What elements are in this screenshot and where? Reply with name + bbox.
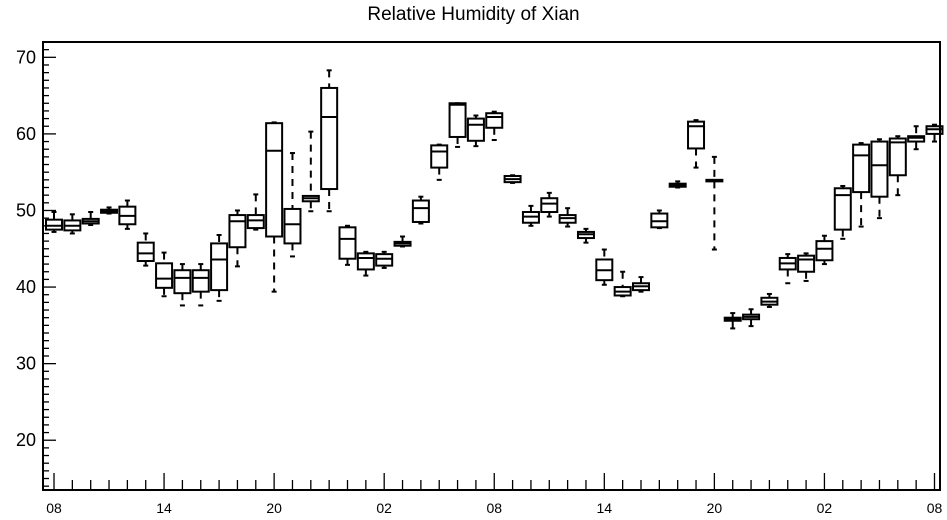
box-iqr: [375, 253, 394, 267]
box-hour-12: [265, 121, 284, 293]
box-hour-34: [668, 180, 687, 189]
plot-frame: [42, 41, 941, 491]
box-hour-46: [888, 135, 907, 197]
box-iqr: [411, 199, 430, 223]
x-tick-label: 08: [46, 500, 62, 516]
box-hour-19: [393, 235, 412, 248]
box-iqr: [45, 218, 64, 231]
box-iqr: [320, 86, 339, 191]
box-hour-41: [797, 252, 816, 282]
box-hour-23: [466, 114, 485, 148]
box-hour-3: [100, 206, 119, 215]
box-hour-40: [778, 253, 797, 285]
box-iqr: [870, 140, 889, 198]
box-hour-8: [191, 263, 210, 307]
box-iqr: [797, 254, 816, 273]
box-iqr: [191, 269, 210, 293]
box-iqr: [265, 122, 284, 238]
y-tick-label: 60: [16, 124, 36, 144]
box-hour-0: [45, 211, 64, 233]
box-hour-30: [595, 248, 614, 286]
box-iqr: [356, 252, 375, 271]
x-tick-label: 02: [817, 500, 833, 516]
box-iqr: [430, 144, 449, 169]
box-hour-20: [411, 195, 430, 225]
box-hour-18: [375, 250, 394, 269]
box-hour-35: [687, 119, 706, 169]
x-tick-label: 20: [266, 500, 282, 516]
y-tick-label: 20: [16, 430, 36, 450]
box-hour-36: [705, 155, 724, 251]
box-hour-16: [338, 224, 357, 266]
box-iqr: [907, 135, 926, 143]
box-hour-13: [283, 152, 302, 258]
box-hour-24: [485, 110, 504, 142]
y-tick-label: 40: [16, 277, 36, 297]
box-hour-31: [613, 270, 632, 298]
box-hour-11: [246, 193, 265, 231]
y-tick-label: 30: [16, 354, 36, 374]
box-hour-15: [320, 69, 339, 213]
box-hour-2: [81, 211, 100, 227]
box-iqr: [210, 242, 229, 292]
box-hour-25: [503, 174, 522, 184]
box-iqr: [448, 102, 467, 138]
box-hour-42: [815, 234, 834, 266]
box-hour-1: [63, 213, 82, 235]
box-hour-48: [925, 123, 944, 143]
box-iqr: [815, 240, 834, 262]
box-hour-47: [907, 125, 926, 151]
box-hour-43: [833, 184, 852, 240]
box-hour-32: [632, 276, 650, 293]
chart-title: Relative Humidity of Xian: [367, 4, 580, 25]
box-hour-10: [228, 209, 247, 268]
x-axis: 08 14 20 02 08 14 20 02 08: [46, 473, 942, 516]
box-iqr: [485, 112, 504, 129]
box-hour-5: [136, 232, 155, 267]
box-hour-6: [155, 251, 174, 298]
box-hour-26: [521, 204, 540, 227]
box-hour-27: [540, 191, 559, 218]
box-hour-37: [723, 312, 742, 330]
box-hour-45: [870, 138, 889, 220]
box-iqr: [136, 241, 155, 263]
box-hour-33: [650, 209, 669, 230]
box-iqr: [852, 143, 871, 194]
box-iqr: [246, 214, 265, 230]
box-hour-44: [852, 142, 871, 228]
box-iqr: [540, 197, 559, 214]
box-iqr: [228, 214, 247, 249]
box-hour-4: [118, 199, 137, 230]
y-tick-label: 70: [16, 47, 36, 67]
box-iqr: [687, 120, 706, 150]
x-tick-label: 14: [597, 500, 613, 516]
box-iqr: [466, 117, 485, 142]
box-hour-39: [760, 292, 779, 308]
box-hour-14: [301, 130, 320, 213]
y-tick-label: 50: [16, 200, 36, 220]
box-hour-22: [448, 102, 467, 148]
box-iqr: [283, 207, 302, 245]
box-iqr: [155, 262, 174, 289]
box-iqr: [888, 137, 907, 177]
x-tick-label: 08: [486, 500, 502, 516]
box-hour-29: [576, 227, 595, 244]
box-hour-38: [742, 308, 761, 328]
y-axis: 20 30 40 50 60 70: [16, 41, 56, 487]
x-tick-label: 20: [707, 500, 723, 516]
box-iqr: [173, 269, 192, 295]
x-tick-label: 14: [156, 500, 172, 516]
box-iqr: [338, 226, 357, 260]
x-tick-label: 02: [376, 500, 392, 516]
box-hour-7: [173, 263, 192, 307]
x-tick-label: 08: [927, 500, 943, 516]
box-hour-9: [210, 233, 229, 302]
box-hour-17: [356, 250, 375, 277]
box-hour-28: [558, 207, 577, 228]
box-iqr: [833, 187, 852, 231]
box-hour-21: [430, 143, 449, 181]
box-series: [45, 69, 944, 330]
